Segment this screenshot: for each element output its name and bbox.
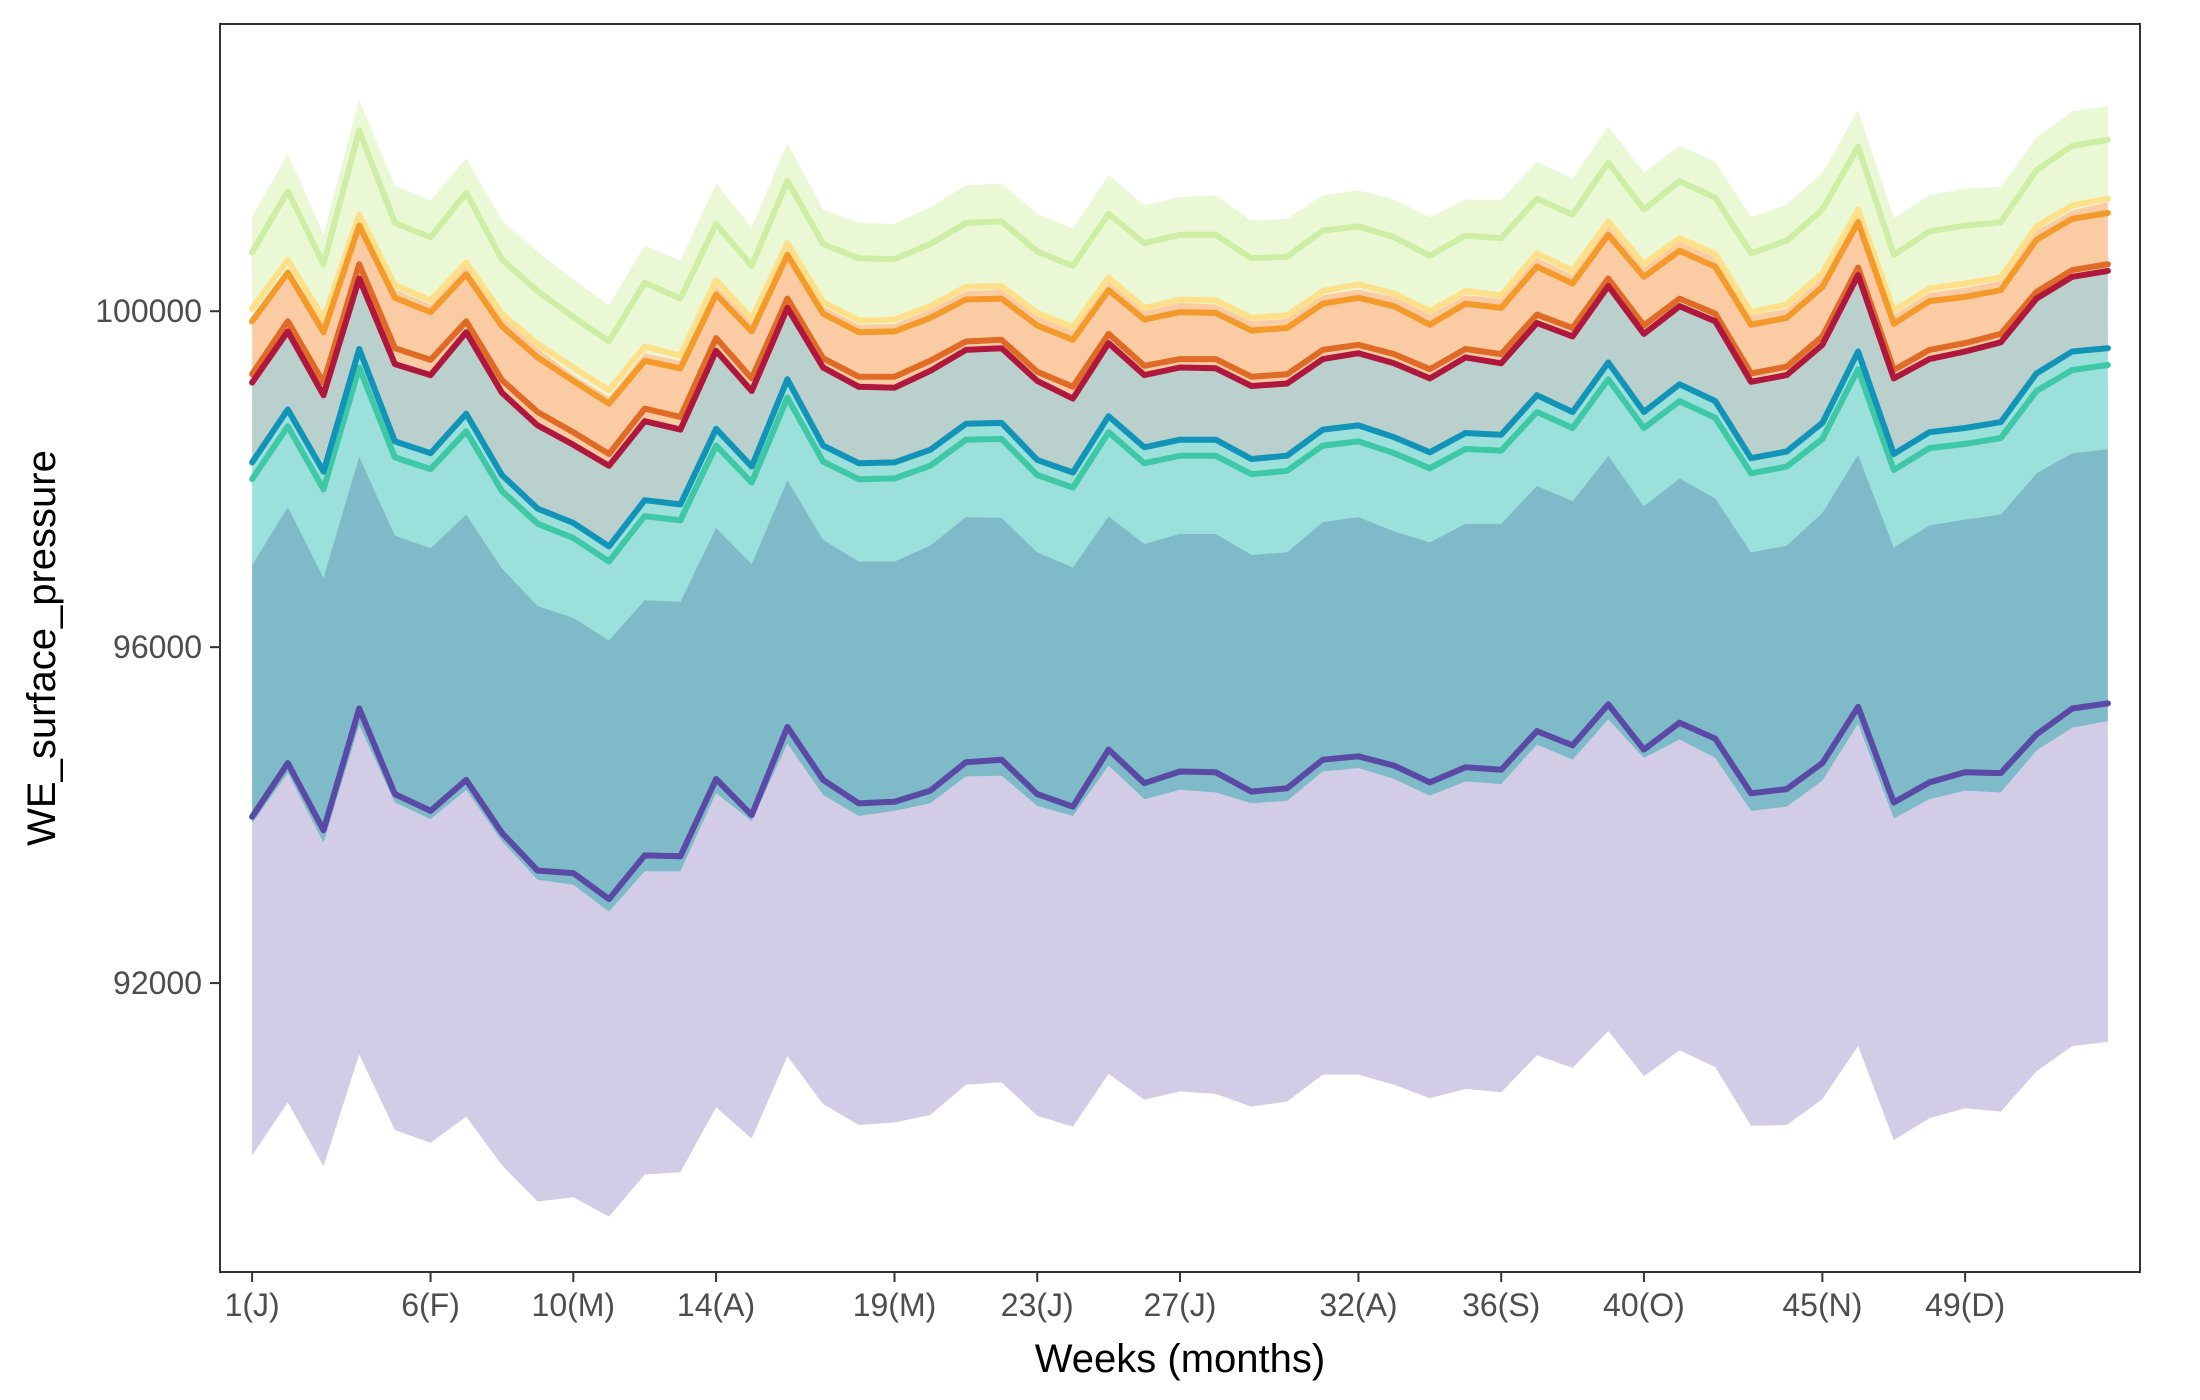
x-tick-label: 23(J) (1001, 1287, 1074, 1323)
lines-layer (249, 127, 2111, 903)
band-4 (252, 270, 2108, 547)
series-line-4 (249, 261, 2111, 457)
series-line-3 (249, 210, 2111, 407)
x-tick-label: 19(M) (853, 1287, 937, 1323)
series-line-6 (249, 362, 2111, 565)
band-3 (252, 348, 2108, 641)
series-line-8 (249, 700, 2111, 903)
x-tick-label: 49(D) (1925, 1287, 2005, 1323)
series-line-1 (249, 127, 2111, 345)
y-tick-label: 96000 (113, 629, 202, 665)
series-line-2 (249, 195, 2111, 394)
band-6 (252, 99, 2108, 397)
band-5 (252, 202, 2108, 465)
y-tick-label: 92000 (113, 965, 202, 1001)
y-tick-label: 100000 (95, 293, 202, 329)
x-tick-label: 40(O) (1603, 1287, 1685, 1323)
y-axis-title: WE_surface_pressure (20, 450, 64, 846)
x-axis: 1(J) 6(F) 10(M) 14(A) 19(M) 23(J) 27(J) 32(A) 36… (225, 1272, 2005, 1323)
x-tick-label: 45(N) (1782, 1287, 1862, 1323)
x-tick-label: 36(S) (1462, 1287, 1540, 1323)
y-axis: 92000 96000 100000 (95, 293, 220, 1001)
x-tick-label: 27(J) (1144, 1287, 1217, 1323)
series-line-5 (249, 267, 2111, 469)
x-tick-label: 14(A) (677, 1287, 755, 1323)
x-axis-title: Weeks (months) (1035, 1337, 1325, 1381)
band-2 (252, 449, 2108, 912)
x-tick-label: 6(F) (401, 1287, 460, 1323)
band-1 (252, 719, 2108, 1217)
series-line-7 (249, 345, 2111, 550)
x-tick-label: 10(M) (532, 1287, 616, 1323)
x-tick-label: 1(J) (225, 1287, 280, 1323)
bands-layer (252, 99, 2108, 1217)
x-tick-label: 32(A) (1319, 1287, 1397, 1323)
